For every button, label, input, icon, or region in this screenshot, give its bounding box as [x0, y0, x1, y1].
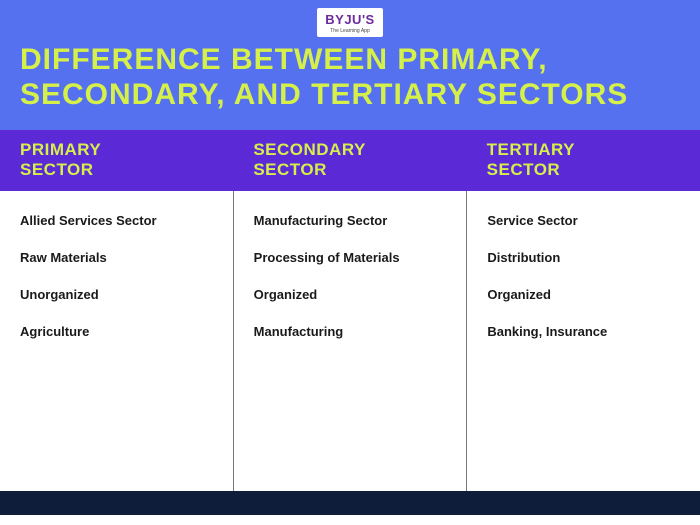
list-item: Allied Services Sector — [20, 213, 213, 228]
logo: BYJU'S The Learning App — [317, 8, 382, 37]
columns-body: Allied Services Sector Raw Materials Uno… — [0, 191, 700, 491]
list-item: Banking, Insurance — [487, 324, 680, 339]
list-item: Agriculture — [20, 324, 213, 339]
col-heading-line1: PRIMARY — [20, 140, 101, 159]
col-heading: TERTIARY SECTOR — [487, 140, 680, 179]
list-item: Distribution — [487, 250, 680, 265]
list-item: Organized — [254, 287, 447, 302]
col-secondary: Manufacturing Sector Processing of Mater… — [234, 191, 468, 491]
col-header-secondary: SECONDARY SECTOR — [233, 140, 466, 179]
header: BYJU'S The Learning App DIFFERENCE BETWE… — [0, 0, 700, 130]
list-item: Manufacturing — [254, 324, 447, 339]
page-title: DIFFERENCE BETWEEN PRIMARY, SECONDARY, A… — [20, 43, 680, 112]
logo-container: BYJU'S The Learning App — [20, 8, 680, 37]
list-item: Processing of Materials — [254, 250, 447, 265]
list-item: Organized — [487, 287, 680, 302]
col-heading-line1: TERTIARY — [487, 140, 575, 159]
logo-brand: BYJU'S — [325, 12, 374, 27]
list-item: Unorganized — [20, 287, 213, 302]
col-heading: SECONDARY SECTOR — [253, 140, 446, 179]
logo-tagline: The Learning App — [325, 28, 374, 34]
col-heading-line2: SECTOR — [487, 160, 561, 179]
col-heading-line2: SECTOR — [253, 160, 327, 179]
col-heading: PRIMARY SECTOR — [20, 140, 213, 179]
col-heading-line2: SECTOR — [20, 160, 94, 179]
col-header-primary: PRIMARY SECTOR — [0, 140, 233, 179]
footer-bar — [0, 491, 700, 515]
list-item: Raw Materials — [20, 250, 213, 265]
col-header-tertiary: TERTIARY SECTOR — [467, 140, 700, 179]
col-primary: Allied Services Sector Raw Materials Uno… — [0, 191, 234, 491]
col-tertiary: Service Sector Distribution Organized Ba… — [467, 191, 700, 491]
list-item: Manufacturing Sector — [254, 213, 447, 228]
col-heading-line1: SECONDARY — [253, 140, 366, 159]
list-item: Service Sector — [487, 213, 680, 228]
column-headers: PRIMARY SECTOR SECONDARY SECTOR TERTIARY… — [0, 130, 700, 191]
